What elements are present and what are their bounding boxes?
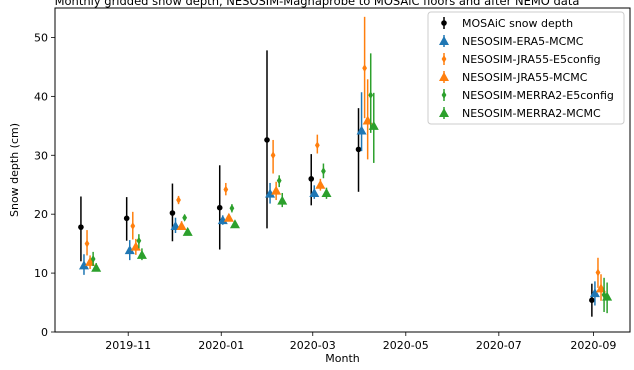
legend: MOSAiC snow depth NESOSIM-ERA5-MCMC NESOSI… xyxy=(427,11,625,125)
series-5 xyxy=(91,92,613,314)
data-point xyxy=(368,120,379,130)
legend-label: NESOSIM-ERA5-MCMC xyxy=(462,35,584,48)
data-point xyxy=(314,141,320,150)
data-point xyxy=(355,146,362,153)
data-point xyxy=(223,185,229,194)
y-tick-label: 30 xyxy=(34,149,48,162)
data-point xyxy=(182,213,188,222)
y-tick-label: 10 xyxy=(34,267,48,280)
data-point xyxy=(229,219,240,229)
data-point xyxy=(176,196,181,205)
data-point xyxy=(217,215,228,225)
data-point xyxy=(321,167,326,176)
data-point xyxy=(265,188,276,198)
legend-marker xyxy=(439,108,449,117)
legend-marker xyxy=(441,55,447,63)
data-point xyxy=(90,254,96,263)
legend-label: NESOSIM-MERRA2-MCMC xyxy=(462,107,601,120)
data-point xyxy=(84,239,90,248)
data-point xyxy=(91,262,102,272)
data-point xyxy=(362,64,368,73)
y-tick-label: 20 xyxy=(34,208,48,221)
y-tick-label: 50 xyxy=(34,31,48,44)
legend-label: NESOSIM-JRA55-MCMC xyxy=(462,71,588,84)
data-point xyxy=(589,297,595,303)
x-tick-label: 2020-01 xyxy=(198,339,244,352)
data-point xyxy=(356,125,367,135)
data-point xyxy=(216,204,223,211)
plot-frame xyxy=(54,7,631,333)
data-point xyxy=(182,226,193,236)
y-tick-label: 0 xyxy=(41,326,48,339)
data-point xyxy=(130,221,136,230)
x-tick-label: 2020-03 xyxy=(290,339,336,352)
data-point xyxy=(136,236,142,245)
data-point xyxy=(124,245,135,255)
data-point xyxy=(309,187,320,197)
series-4 xyxy=(90,53,607,312)
data-marks xyxy=(78,16,613,317)
legend-marker xyxy=(441,91,447,99)
x-tick-label: 2020-09 xyxy=(570,339,616,352)
data-point xyxy=(229,204,235,213)
data-point xyxy=(176,220,187,230)
data-point xyxy=(78,260,89,270)
y-axis: 0 10 20 30 40 50 xyxy=(34,31,55,339)
legend-label: NESOSIM-MERRA2-E5config xyxy=(462,89,614,102)
data-point xyxy=(589,288,600,298)
y-tick-label: 40 xyxy=(34,90,48,103)
series-2 xyxy=(84,16,601,288)
x-tick-label: 2019-11 xyxy=(105,339,151,352)
legend-marker xyxy=(439,72,449,81)
chart-title: Monthly gridded snow depth, NESOSIM-Magn… xyxy=(55,0,580,8)
data-point xyxy=(315,179,326,189)
data-point xyxy=(602,291,613,301)
x-tick-label: 2020-05 xyxy=(383,339,429,352)
data-point xyxy=(308,176,315,182)
data-point xyxy=(270,151,276,160)
data-point xyxy=(271,185,282,195)
data-point xyxy=(264,137,270,143)
legend-box xyxy=(427,11,625,125)
series-1 xyxy=(78,92,600,306)
data-point xyxy=(277,195,288,205)
data-point xyxy=(276,176,282,185)
data-point xyxy=(123,215,130,222)
legend-marker xyxy=(439,36,449,45)
data-point xyxy=(223,212,234,222)
legend-label: NESOSIM-JRA55-E5config xyxy=(462,53,601,66)
x-tick-label: 2020-07 xyxy=(476,339,522,352)
data-point xyxy=(78,224,84,230)
x-axis: 2019-11 2020-01 2020-03 2020-05 2020-07 2020-… xyxy=(105,332,616,352)
data-point xyxy=(595,268,601,277)
data-point xyxy=(169,210,176,216)
x-axis-label: Month xyxy=(325,352,360,365)
data-point xyxy=(368,91,374,100)
data-point xyxy=(136,249,147,259)
y-axis-label: Snow depth (cm) xyxy=(8,123,21,217)
legend-label: MOSAiC snow depth xyxy=(462,17,573,30)
legend-marker xyxy=(441,20,447,26)
data-point xyxy=(321,187,332,197)
